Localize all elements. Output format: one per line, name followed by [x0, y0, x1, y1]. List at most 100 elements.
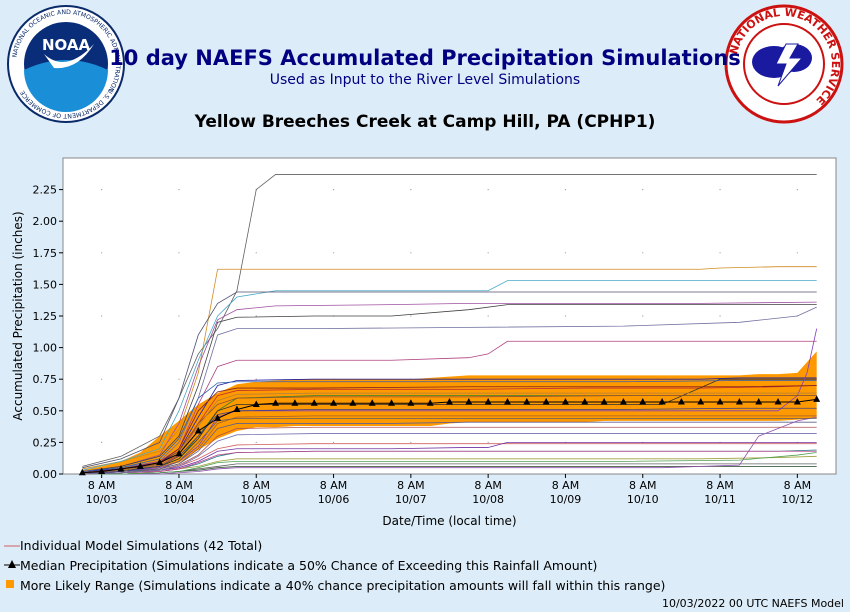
chart-subtitle: Used as Input to the River Level Simulat… — [269, 72, 581, 88]
x-tick-label-time: 8 AM — [629, 479, 657, 492]
simulation-line — [82, 174, 817, 467]
median-marker-swatch — [4, 560, 20, 568]
simulation-line — [82, 304, 817, 472]
y-tick-label: 1.50 — [33, 278, 58, 291]
grid-dot — [101, 189, 103, 191]
x-tick-label-date: 10/09 — [550, 493, 582, 506]
range-swatch — [6, 580, 14, 588]
grid-dot — [796, 189, 798, 191]
median-marker — [716, 397, 724, 405]
grid-dot — [719, 189, 721, 191]
legend-median: Median Precipitation (Simulations indica… — [4, 558, 597, 573]
legend-individual: Individual Model Simulations (42 Total) — [4, 538, 262, 553]
median-marker — [697, 397, 705, 405]
x-tick-label-date: 10/07 — [395, 493, 427, 506]
median-marker — [194, 427, 202, 434]
grid-dot — [178, 189, 180, 191]
y-tick-label: 2.00 — [33, 215, 58, 228]
median-marker — [291, 399, 299, 406]
median-marker — [793, 397, 801, 405]
x-tick-label-time: 8 AM — [784, 479, 812, 492]
grid-dot — [796, 252, 798, 254]
y-tick-label: 2.25 — [33, 184, 58, 197]
median-marker — [156, 458, 164, 466]
precipitation-chart: 0.00 0.25 0.50 0.75 1.00 1.25 1.50 1.75 2.00 2.25… — [11, 157, 837, 528]
x-tick-label-time: 8 AM — [242, 479, 270, 492]
y-tick-label: 0.75 — [33, 373, 58, 386]
grid-dot — [101, 315, 103, 317]
grid-dot — [410, 441, 412, 443]
grid-dot — [178, 378, 180, 380]
simulation-line — [82, 291, 817, 469]
median-marker — [233, 405, 241, 413]
grid-dot — [564, 189, 567, 191]
grid-dot — [487, 189, 489, 191]
y-tick-label: 0.25 — [33, 436, 58, 449]
median-marker — [639, 397, 647, 405]
median-marker — [349, 399, 357, 406]
x-tick-label-date: 10/05 — [240, 493, 272, 506]
simulation-line — [82, 380, 817, 472]
x-tick-label-time: 8 AM — [320, 479, 348, 492]
x-tick-label-time: 8 AM — [706, 479, 734, 492]
simulation-line — [82, 433, 817, 475]
median-marker — [368, 399, 376, 406]
median-marker — [561, 397, 569, 405]
individual-line-swatch — [4, 545, 20, 547]
median-marker — [484, 397, 492, 405]
chart-title: 10 day NAEFS Accumulated Precipitation S… — [109, 46, 741, 70]
grid-dot — [642, 252, 644, 254]
x-tick-label-date: 10/03 — [86, 493, 118, 506]
median-marker — [446, 397, 453, 405]
median-marker — [175, 449, 183, 457]
median-marker — [735, 397, 743, 405]
grid-dot — [101, 252, 103, 254]
median-marker — [214, 414, 222, 421]
grid-dot — [410, 252, 412, 254]
simulation-line — [82, 441, 817, 475]
x-tick-label-time: 8 AM — [165, 479, 193, 492]
grid-dot — [332, 441, 335, 443]
model-run-footer: 10/03/2022 00 UTC NAEFS Model — [661, 597, 844, 610]
location-title: Yellow Breeches Creek at Camp Hill, PA (… — [194, 112, 656, 132]
y-tick-label: 0.50 — [33, 405, 58, 418]
simulation-line — [82, 450, 817, 475]
simulation-line — [82, 417, 817, 475]
x-axis-label: Date/Time (local time) — [382, 514, 516, 528]
median-marker — [503, 397, 511, 405]
grid-dot — [101, 378, 103, 380]
x-tick-label-date: 10/04 — [163, 493, 195, 506]
simulation-line — [82, 266, 817, 470]
y-tick-label: 1.25 — [33, 310, 58, 323]
median-marker — [272, 399, 280, 406]
grid-dot — [564, 252, 567, 254]
simulation-line — [82, 416, 817, 475]
grid-dot — [255, 441, 257, 443]
median-marker — [98, 467, 106, 474]
x-tick-label-date: 10/12 — [781, 493, 813, 506]
simulation-line — [82, 280, 817, 471]
simulation-line — [82, 340, 817, 472]
simulation-line — [82, 395, 817, 474]
median-marker — [658, 397, 666, 405]
grid-dot — [719, 315, 721, 317]
median-marker — [581, 397, 589, 405]
noaa-logo-text: NOAA — [42, 36, 91, 54]
x-tick-label-date: 10/06 — [318, 493, 350, 506]
median-marker — [330, 399, 338, 406]
x-tick-label-time: 8 AM — [88, 479, 116, 492]
y-axis-label: Accumulated Precipitation (inches) — [11, 211, 25, 420]
y-tick-label: 0.00 — [33, 468, 58, 481]
median-marker — [542, 397, 550, 405]
median-marker — [136, 462, 144, 469]
simulation-line — [82, 407, 817, 475]
median-marker — [774, 397, 782, 405]
x-tick-label-time: 8 AM — [552, 479, 580, 492]
median-marker — [523, 397, 531, 405]
median-marker — [252, 400, 260, 407]
median-marker — [78, 468, 86, 476]
grid-dot — [642, 189, 644, 191]
median-marker — [755, 397, 763, 405]
legend-range-label: More Likely Range (Simulations indicate … — [20, 578, 666, 593]
legend-median-label: Median Precipitation (Simulations indica… — [20, 558, 598, 573]
